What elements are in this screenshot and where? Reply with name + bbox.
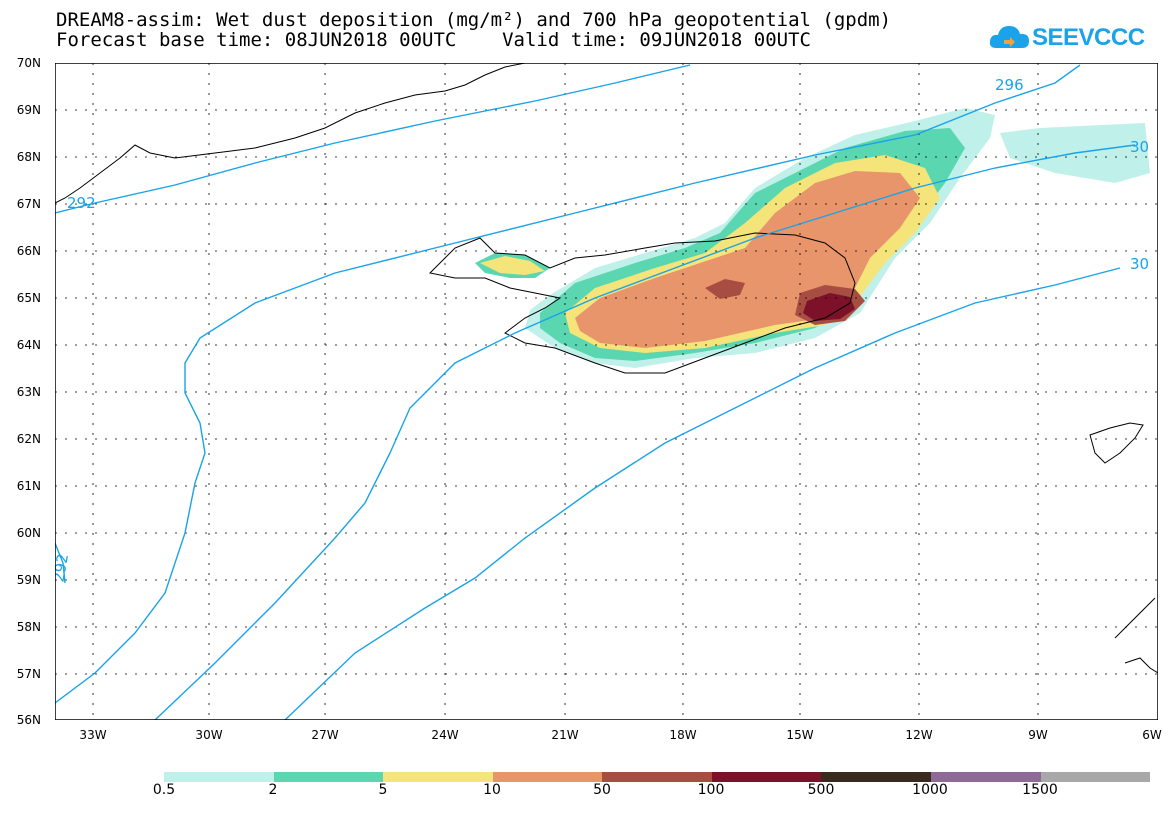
coastlines: [55, 63, 1158, 674]
map-subtitle: Forecast base time: 08JUN2018 00UTC Vali…: [56, 29, 811, 51]
lon-label: 6W: [1142, 728, 1162, 742]
dust-level-50: [705, 279, 745, 299]
lat-label: 62N: [16, 432, 41, 446]
seevccc-logo: SEEVCCC: [988, 18, 1145, 60]
legend-swatch: [1040, 772, 1151, 782]
lon-label: 12W: [905, 728, 933, 742]
lat-label: 64N: [16, 338, 41, 352]
legend-swatch: [711, 772, 822, 782]
contour-300: [154, 144, 1136, 720]
legend-label: 2: [268, 782, 278, 798]
legend-label: 5: [378, 782, 388, 798]
contour-296: [55, 64, 1081, 704]
dust-level-100: [803, 293, 855, 321]
contour-304: [284, 267, 1121, 720]
cloud-icon: [989, 26, 1029, 48]
contour-label-292-west: 292: [55, 552, 72, 583]
lon-label: 33W: [79, 728, 107, 742]
lon-label: 21W: [551, 728, 579, 742]
lon-label: 27W: [311, 728, 339, 742]
lat-label: 56N: [16, 713, 41, 727]
lat-label: 58N: [16, 620, 41, 634]
lat-label: 57N: [16, 667, 41, 681]
legend-swatch: [383, 772, 493, 782]
lat-label: 63N: [16, 385, 41, 399]
lon-label: 18W: [669, 728, 697, 742]
faroe-islands: [1089, 422, 1144, 464]
contour-label-296: 296: [995, 76, 1024, 94]
lat-label: 59N: [16, 573, 41, 587]
forecast-map: 292 296 30 30 292: [55, 63, 1158, 720]
legend-label: 500: [807, 782, 835, 798]
contour-labels: 292 296 30 30 292: [55, 76, 1149, 584]
legend-label: 10: [483, 782, 501, 798]
legend-label: 100: [697, 782, 725, 798]
legend-swatch: [492, 772, 603, 782]
legend-swatch: [930, 772, 1041, 782]
legend-label: 1500: [1022, 782, 1058, 798]
legend-swatch: [821, 772, 931, 782]
lat-label: 68N: [16, 150, 41, 164]
legend-label: 1000: [912, 782, 948, 798]
lat-label: 65N: [16, 291, 41, 305]
contour-292-west: [55, 542, 66, 584]
lat-label: 67N: [16, 197, 41, 211]
graticule: [55, 63, 1158, 720]
lat-label: 60N: [16, 526, 41, 540]
lat-label: 69N: [16, 103, 41, 117]
lon-label: 9W: [1028, 728, 1048, 742]
legend-swatch: [273, 772, 384, 782]
map-frame: [55, 63, 1158, 720]
contour-label-292: 292: [67, 194, 96, 212]
contour-label-304: 30: [1130, 255, 1149, 273]
iceland-coast: [428, 232, 856, 374]
lat-label: 66N: [16, 244, 41, 258]
legend-swatch: [164, 772, 274, 782]
logo-text: SEEVCCC: [1032, 24, 1145, 51]
lon-label: 15W: [786, 728, 814, 742]
contour-label-300: 30: [1130, 138, 1149, 156]
legend-labels: 0.5 2 5 10 50 100 500 1000 1500: [0, 782, 1175, 802]
color-legend: [164, 772, 1151, 782]
legend-swatch: [602, 772, 712, 782]
lat-label: 70N: [16, 56, 41, 70]
dust-deposition-field: [475, 108, 1150, 368]
geopotential-contours: [55, 64, 1136, 720]
legend-label: 50: [593, 782, 611, 798]
dust-level-5-west: [480, 256, 545, 275]
lat-label: 61N: [16, 479, 41, 493]
greenland-coast: [55, 63, 526, 204]
lon-label: 30W: [195, 728, 223, 742]
scotland-coast: [1114, 597, 1158, 674]
map-title: DREAM8-assim: Wet dust deposition (mg/m²…: [56, 9, 892, 31]
legend-label: 0.5: [152, 782, 176, 798]
contour-292: [55, 64, 691, 214]
lon-label: 24W: [431, 728, 459, 742]
